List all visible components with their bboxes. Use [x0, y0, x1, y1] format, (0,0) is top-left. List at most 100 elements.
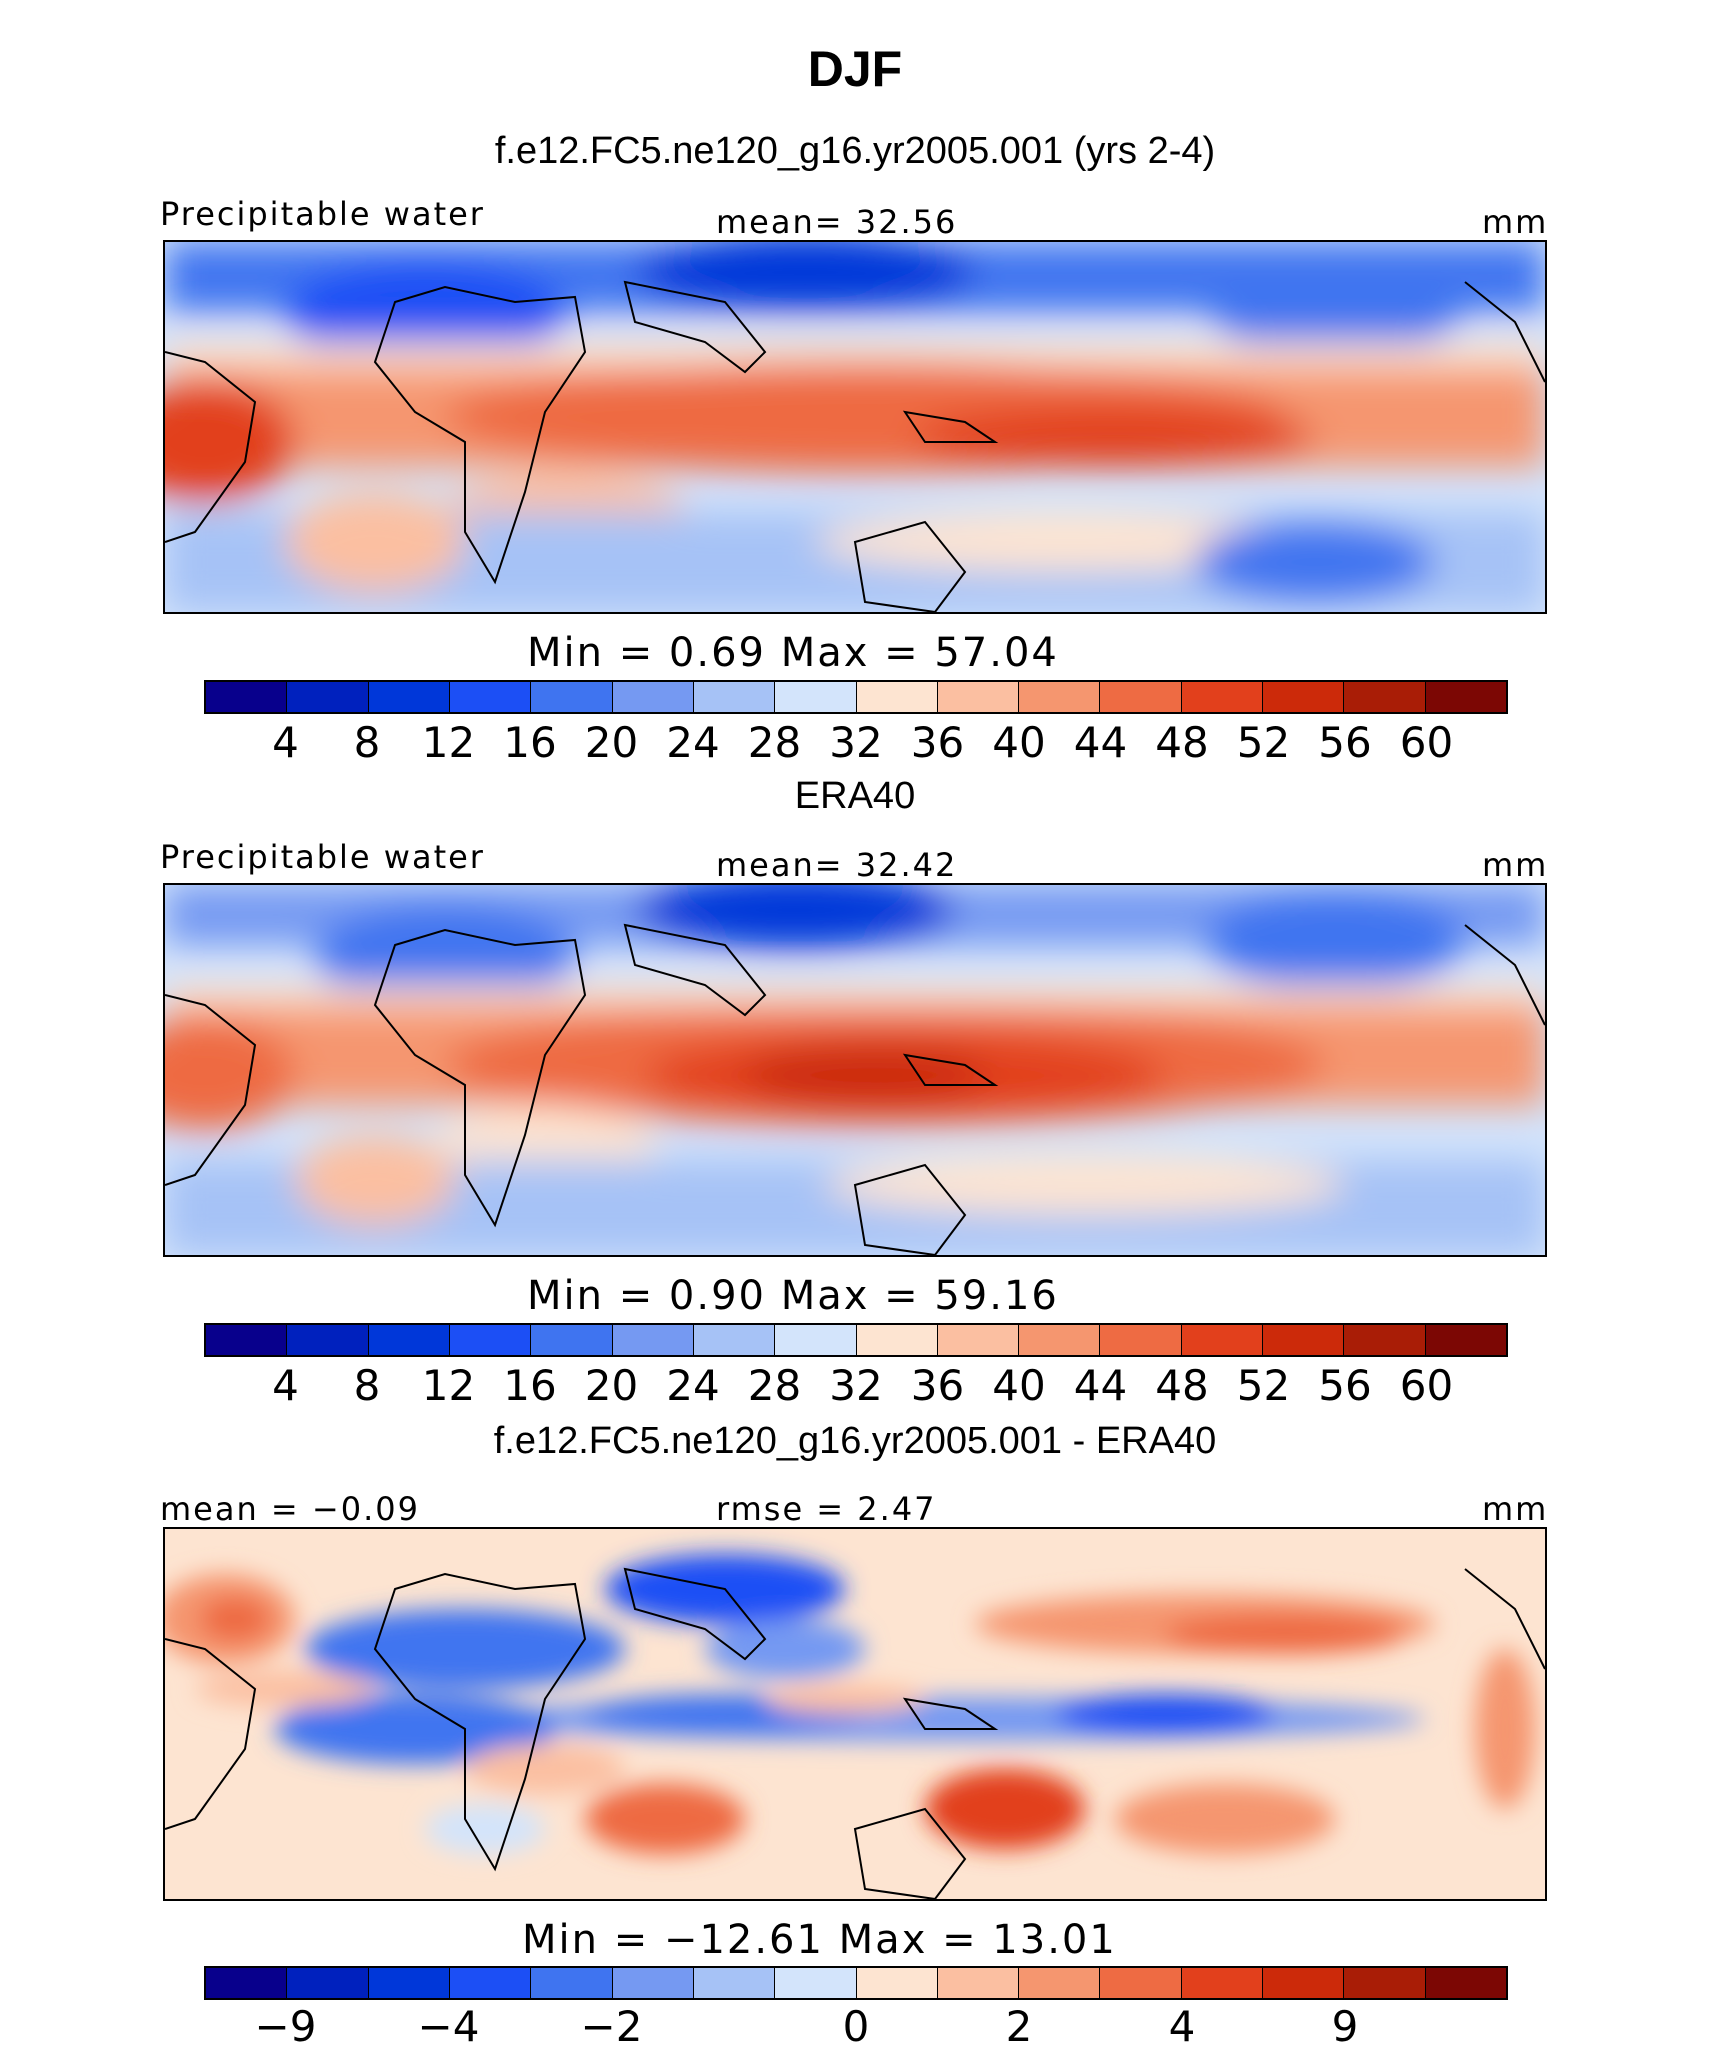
panel-1-mean-label: mean= 32.56 — [716, 203, 958, 241]
colorbar-tick-label: 2 — [1005, 2002, 1033, 2051]
colorbar-swatch — [287, 1325, 369, 1355]
colorbar-tick-label: 8 — [353, 1361, 381, 1410]
panel-2-colorbar — [204, 1323, 1508, 1357]
colorbar-swatch — [856, 682, 938, 712]
panel-2-title: ERA40 — [794, 775, 916, 817]
colorbar-tick-label: 32 — [829, 1361, 883, 1410]
colorbar-swatch — [856, 1325, 938, 1355]
colorbar-swatch — [1425, 1968, 1506, 1998]
colorbar-tick-label: 44 — [1073, 1361, 1128, 1410]
colorbar-swatch — [775, 1325, 857, 1355]
colorbar-tick-label: 12 — [421, 718, 476, 767]
colorbar-swatch — [449, 1968, 532, 1998]
colorbar-swatch — [368, 1325, 450, 1355]
colorbar-swatch — [449, 682, 532, 712]
colorbar-swatch — [612, 1325, 694, 1355]
colorbar-tick-label: 20 — [584, 718, 639, 767]
panel-1-map — [163, 240, 1547, 614]
colorbar-swatch — [1425, 682, 1506, 712]
colorbar-swatch — [693, 1325, 776, 1355]
colorbar-tick-label: 48 — [1155, 718, 1209, 767]
colorbar-tick-label: 0 — [842, 2002, 870, 2051]
colorbar-tick-label: 48 — [1155, 1361, 1209, 1410]
colorbar-tick-label: 28 — [747, 718, 802, 767]
colorbar-swatch — [1181, 1968, 1264, 1998]
colorbar-tick-label: 16 — [503, 718, 557, 767]
panel-3-rmse-label: rmse = 2.47 — [716, 1490, 937, 1528]
colorbar-swatch — [531, 1325, 613, 1355]
colorbar-swatch — [1263, 1968, 1345, 1998]
colorbar-swatch — [1263, 1325, 1345, 1355]
colorbar-tick-label: 32 — [829, 718, 883, 767]
colorbar-swatch — [1019, 1968, 1101, 1998]
colorbar-swatch — [1181, 1325, 1264, 1355]
panel-2-field — [165, 885, 1545, 1255]
panel-3-minmax: Min = −12.61 Max = 13.01 — [522, 1917, 1117, 1963]
colorbar-tick-label: 16 — [503, 1361, 557, 1410]
colorbar-swatch — [856, 1968, 938, 1998]
panel-1-field — [165, 242, 1545, 612]
colorbar-swatch — [937, 682, 1020, 712]
colorbar-tick-label: 36 — [910, 1361, 965, 1410]
colorbar-swatch — [1100, 682, 1182, 712]
panel-3-colorbar — [204, 1966, 1508, 2000]
colorbar-swatch — [1344, 1968, 1426, 1998]
colorbar-swatch — [1100, 1968, 1182, 1998]
panel-3-units-label: mm — [1482, 1490, 1549, 1528]
colorbar-swatch — [1019, 682, 1101, 712]
panel-3-mean-label: mean = −0.09 — [160, 1490, 420, 1528]
colorbar-tick-label: 4 — [272, 718, 299, 767]
colorbar-tick-label: 28 — [747, 1361, 802, 1410]
colorbar-tick-label: −4 — [417, 2002, 480, 2051]
panel-3-colorbar-ticks: −9 −4 −2 0 2 4 9 — [0, 2002, 1710, 2051]
colorbar-tick-label: 24 — [666, 1361, 720, 1410]
colorbar-tick-label: 40 — [992, 718, 1046, 767]
colorbar-swatch — [1344, 682, 1426, 712]
colorbar-swatch — [368, 682, 450, 712]
colorbar-swatch — [775, 682, 857, 712]
colorbar-tick-label: 12 — [421, 1361, 476, 1410]
panel-1-units-label: mm — [1482, 203, 1549, 241]
colorbar-swatch — [531, 682, 613, 712]
colorbar-tick-label: 36 — [910, 718, 965, 767]
panel-2-map — [163, 883, 1547, 1257]
colorbar-swatch — [1425, 1325, 1506, 1355]
colorbar-swatch — [449, 1325, 532, 1355]
colorbar-tick-label: 60 — [1399, 718, 1454, 767]
colorbar-swatch — [287, 1968, 369, 1998]
colorbar-tick-label: −9 — [254, 2002, 317, 2051]
colorbar-tick-label: 60 — [1399, 1361, 1454, 1410]
colorbar-swatch — [531, 1968, 613, 1998]
colorbar-tick-label: 44 — [1073, 718, 1128, 767]
colorbar-swatch — [693, 682, 776, 712]
colorbar-swatch — [1181, 682, 1264, 712]
panel-1-title: f.e12.FC5.ne120_g16.yr2005.001 (yrs 2-4) — [494, 130, 1216, 172]
colorbar-tick-label: 24 — [666, 718, 720, 767]
colorbar-tick-label: 56 — [1318, 1361, 1372, 1410]
colorbar-swatch — [612, 1968, 694, 1998]
colorbar-swatch — [206, 1325, 288, 1355]
colorbar-tick-label: 4 — [1168, 2002, 1196, 2051]
colorbar-swatch — [1100, 1325, 1182, 1355]
panel-1-colorbar-ticks: 4 8 12 16 20 24 28 32 36 40 44 48 52 56 60 — [0, 718, 1710, 768]
colorbar-swatch — [368, 1968, 450, 1998]
colorbar-tick-label: 4 — [272, 1361, 299, 1410]
colorbar-swatch — [693, 1968, 776, 1998]
panel-2-units-label: mm — [1482, 846, 1549, 884]
colorbar-swatch — [612, 682, 694, 712]
figure-title: DJF — [807, 41, 903, 97]
panel-2-minmax: Min = 0.90 Max = 59.16 — [527, 1273, 1059, 1319]
colorbar-swatch — [287, 682, 369, 712]
colorbar-tick-label: 40 — [992, 1361, 1046, 1410]
colorbar-swatch — [937, 1968, 1020, 1998]
panel-1-variable-label: Precipitable water — [160, 195, 485, 233]
panel-2-variable-label: Precipitable water — [160, 838, 485, 876]
colorbar-swatch — [937, 1325, 1020, 1355]
panel-1-minmax: Min = 0.69 Max = 57.04 — [527, 630, 1059, 676]
panel-2-colorbar-ticks: 4 8 12 16 20 24 28 32 36 40 44 48 52 56 60 — [0, 1361, 1710, 1411]
colorbar-swatch — [206, 1968, 288, 1998]
colorbar-tick-label: −2 — [580, 2002, 643, 2051]
colorbar-swatch — [1344, 1325, 1426, 1355]
colorbar-tick-label: 56 — [1318, 718, 1372, 767]
panel-2-mean-label: mean= 32.42 — [716, 846, 958, 884]
